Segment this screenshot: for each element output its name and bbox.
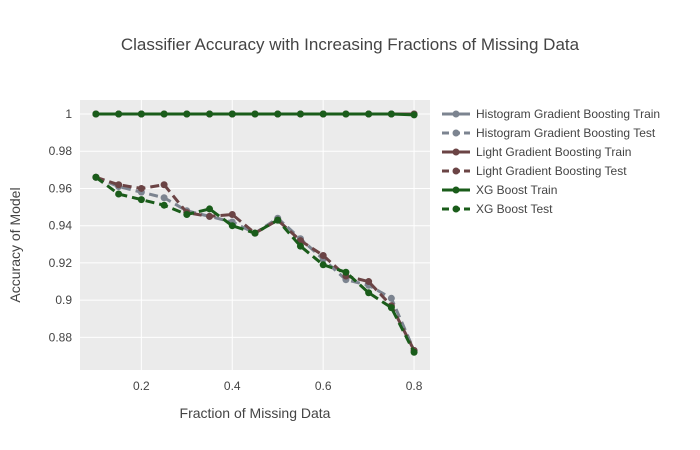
data-point (228, 211, 236, 219)
data-point (206, 212, 214, 220)
data-point (387, 110, 395, 118)
tick-labels: 0.2 0.4 0.6 0.8 0.88 0.9 0.92 0.94 0.96 0.98 1 (49, 107, 423, 393)
data-point (274, 110, 282, 118)
data-point (137, 110, 145, 118)
x-tick-label: 0.2 (133, 379, 150, 393)
chart-title: Classifier Accuracy with Increasing Frac… (121, 35, 580, 54)
data-point (274, 216, 282, 224)
data-point (228, 110, 236, 118)
legend-item[interactable]: Light Gradient Boosting Train (442, 145, 631, 159)
data-point (319, 110, 327, 118)
legend-swatch-marker (452, 186, 460, 194)
series-5 (92, 173, 418, 356)
x-axis-label: Fraction of Missing Data (180, 405, 331, 421)
data-point (410, 348, 418, 356)
y-tick-label: 0.94 (49, 219, 73, 233)
data-point (365, 110, 373, 118)
series-layer (92, 110, 418, 356)
x-tick-label: 0.4 (224, 379, 241, 393)
data-point (115, 181, 123, 189)
x-tick-label: 0.6 (315, 379, 332, 393)
data-point (387, 304, 395, 312)
data-point (251, 110, 259, 118)
data-point (342, 110, 350, 118)
y-tick-label: 0.88 (49, 330, 73, 344)
data-point (296, 242, 304, 250)
y-tick-label: 0.92 (49, 256, 73, 270)
legend-label: Histogram Gradient Boosting Train (476, 107, 660, 121)
data-point (92, 110, 100, 118)
y-tick-label: 1 (65, 107, 72, 121)
legend-label: XG Boost Train (476, 183, 557, 197)
legend-swatch-marker (452, 129, 460, 137)
legend-swatch-marker (452, 110, 460, 118)
data-point (365, 289, 373, 297)
data-point (183, 211, 191, 219)
data-point (228, 222, 236, 230)
y-tick-label: 0.98 (49, 144, 73, 158)
data-point (410, 111, 418, 119)
data-point (160, 194, 168, 202)
legend: Histogram Gradient Boosting Train Histogr… (442, 107, 660, 216)
y-tick-label: 0.9 (55, 293, 72, 307)
legend-item[interactable]: XG Boost Train (442, 183, 557, 197)
data-point (160, 110, 168, 118)
data-point (92, 173, 100, 181)
data-point (115, 110, 123, 118)
x-tick-label: 0.8 (406, 379, 423, 393)
data-point (183, 110, 191, 118)
data-point (115, 190, 123, 198)
legend-swatch-marker (452, 148, 460, 156)
legend-label: Light Gradient Boosting Train (476, 145, 631, 159)
y-tick-label: 0.96 (49, 181, 73, 195)
data-point (296, 110, 304, 118)
data-point (137, 184, 145, 192)
data-point (160, 181, 168, 189)
series-line (95, 175, 416, 352)
data-point (206, 205, 214, 213)
legend-item[interactable]: Histogram Gradient Boosting Train (442, 107, 660, 121)
legend-label: Histogram Gradient Boosting Test (476, 126, 656, 140)
legend-item[interactable]: XG Boost Test (442, 202, 553, 216)
data-point (365, 278, 373, 286)
legend-label: Light Gradient Boosting Test (476, 164, 627, 178)
data-point (387, 294, 395, 302)
series-4 (92, 110, 418, 119)
data-point (137, 196, 145, 204)
legend-label: XG Boost Test (476, 202, 553, 216)
legend-item[interactable]: Histogram Gradient Boosting Test (442, 126, 656, 140)
data-point (342, 268, 350, 276)
data-point (319, 261, 327, 269)
data-point (319, 251, 327, 259)
legend-item[interactable]: Light Gradient Boosting Test (442, 164, 627, 178)
legend-swatch-marker (452, 205, 460, 213)
data-point (206, 110, 214, 118)
data-point (251, 229, 259, 237)
data-point (160, 201, 168, 209)
y-axis-label: Accuracy of Model (7, 187, 23, 302)
legend-swatch-marker (452, 167, 460, 175)
